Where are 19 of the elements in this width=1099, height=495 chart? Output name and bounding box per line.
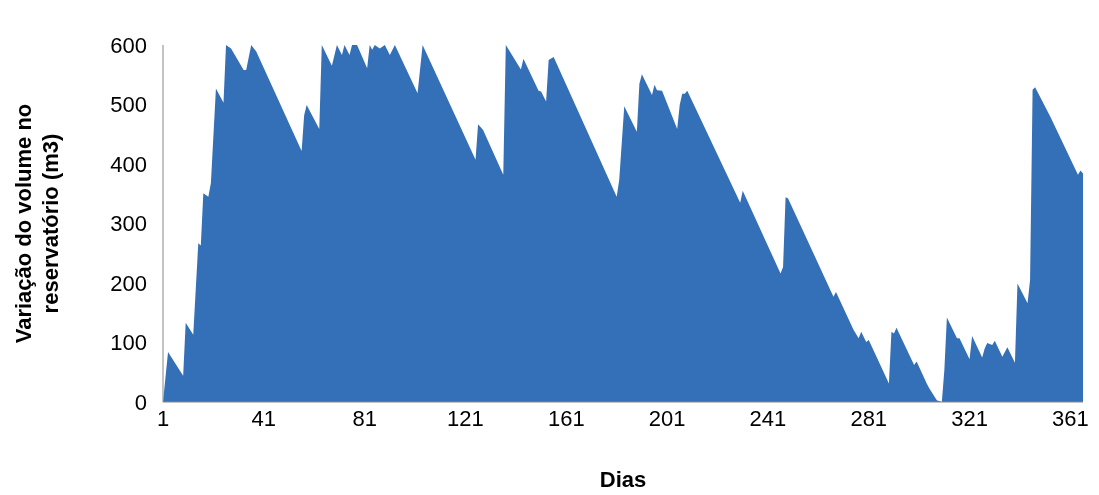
x-tick-label: 201 — [648, 405, 686, 431]
y-axis-title: Variação do volume no reservatório (m3) — [11, 103, 63, 344]
y-tick-label: 400 — [110, 151, 147, 177]
y-tick-label: 0 — [134, 389, 147, 415]
x-tick-label: 161 — [547, 405, 585, 431]
x-tick-label: 281 — [850, 405, 888, 431]
x-tick-label: 1 — [156, 405, 170, 431]
y-tick-label: 300 — [110, 211, 147, 237]
x-tick-label: 81 — [352, 405, 377, 431]
y-tick-label: 200 — [110, 270, 147, 296]
x-tick-label: 41 — [251, 405, 277, 431]
x-axis-title: Dias — [599, 467, 647, 492]
x-tick-label: 241 — [749, 405, 787, 431]
x-tick-label: 321 — [951, 405, 988, 431]
x-tick-label: 121 — [447, 405, 484, 431]
y-tick-label: 600 — [110, 32, 147, 58]
y-tick-label: 500 — [110, 92, 147, 118]
x-tick-label: 361 — [1052, 405, 1089, 431]
y-tick-label: 100 — [110, 330, 147, 356]
